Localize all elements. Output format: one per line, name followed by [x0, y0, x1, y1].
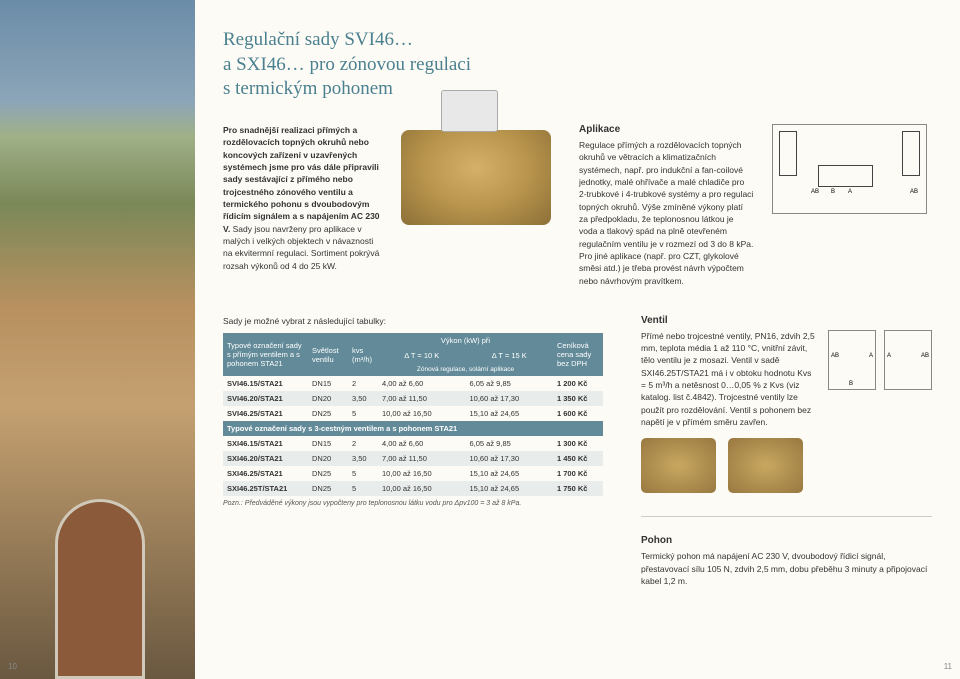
th-price: Ceníková cena sady bez DPH — [553, 333, 603, 376]
intro-p1a: Pro snadnější realizaci přímých a rozděl… — [223, 125, 380, 234]
table-row: SVI46.20/STA21DN203,507,00 až 11,5010,60… — [223, 391, 603, 406]
th-dt10: Δ T = 10 K — [378, 348, 466, 363]
pohon-head: Pohon — [641, 535, 932, 546]
title-line2: a SXI46… pro zónovou regulaci — [223, 54, 471, 75]
intro-p1b: Sady jsou navrženy pro aplikace v malých… — [223, 224, 379, 271]
table-row: SXI46.25/STA21DN25510,00 až 16,5015,10 a… — [223, 466, 603, 481]
th-kvs: kvs (m³/h) — [348, 333, 378, 376]
d2-a2: A — [887, 353, 891, 359]
page-number-right: 11 — [944, 662, 952, 671]
upper-row: Pro snadnější realizaci přímých a rozděl… — [223, 124, 932, 287]
table-intro: Sady je možné vybrat z následující tabul… — [223, 315, 603, 327]
th-dn: Světlost ventilu — [308, 333, 348, 376]
divider — [641, 516, 932, 517]
hvac-schematic: AB B A AB — [772, 124, 927, 214]
th-power: Výkon (kW) při — [378, 333, 553, 348]
right-col: Ventil Přímé nebo trojcestné ventily, PN… — [621, 315, 932, 587]
pohon-text: Termický pohon má napájení AC 230 V, dvo… — [641, 550, 932, 587]
d2-b: B — [849, 381, 853, 387]
intro-text: Pro snadnější realizaci přímých a rozděl… — [223, 124, 383, 272]
th-dt15: Δ T = 15 K — [466, 348, 554, 363]
table-row: SVI46.15/STA21DN1524,00 až 6,606,05 až 9… — [223, 376, 603, 391]
apps-text: Regulace přímých a rozdělovacích topných… — [579, 139, 754, 287]
intro-col: Pro snadnější realizaci přímých a rozděl… — [223, 124, 383, 287]
valve-image-col — [401, 124, 561, 287]
lower-row: Sady je možné vybrat z následující tabul… — [223, 315, 932, 587]
title-line3: s termickým pohonem — [223, 78, 393, 99]
table-footnote: Pozn.: Předváděné výkony jsou vypočteny … — [223, 500, 603, 507]
d2-a: A — [869, 353, 873, 359]
d2-ab2: AB — [921, 353, 929, 359]
th-zonenote: Zónová regulace, solární aplikace — [378, 363, 553, 376]
diag-lab-ab: AB — [811, 189, 819, 195]
diag-lab-a: A — [848, 189, 852, 195]
valve-diagram-1: AB A B — [828, 330, 876, 390]
table-body: SVI46.15/STA21DN1524,00 až 6,606,05 až 9… — [223, 376, 603, 496]
page-title: Regulační sady SVI46… a SXI46… pro zónov… — [223, 28, 932, 102]
valve-photo-row — [641, 438, 932, 498]
page-number-left: 10 — [8, 662, 17, 671]
small-valve-photo-1 — [641, 438, 716, 493]
table-block: Sady je možné vybrat z následující tabul… — [223, 315, 603, 587]
diag-lab-b: B — [831, 189, 835, 195]
valve-photo — [401, 130, 551, 225]
ventil-text: Přímé nebo trojcestné ventily, PN16, zdv… — [641, 330, 818, 429]
product-table: Typové označení sady s přímým ventilem a… — [223, 333, 603, 496]
table-row: SXI46.25T/STA21DN25510,00 až 16,5015,10 … — [223, 481, 603, 496]
ventil-head: Ventil — [641, 315, 932, 326]
schematic-col: AB B A AB — [772, 124, 932, 287]
small-valve-photo-2 — [728, 438, 803, 493]
table-row: SXI46.20/STA21DN203,507,00 až 11,5010,60… — [223, 451, 603, 466]
th-designation: Typové označení sady s přímým ventilem a… — [223, 333, 308, 376]
apps-head: Aplikace — [579, 124, 754, 135]
door-shape — [55, 499, 145, 679]
diag-lab-ab2: AB — [910, 189, 918, 195]
d2-ab: AB — [831, 353, 839, 359]
photo-background — [0, 0, 195, 679]
table-section-row: Typové označení sady s 3-cestným ventile… — [223, 421, 603, 436]
table-row: SXI46.15/STA21DN1524,00 až 6,606,05 až 9… — [223, 436, 603, 451]
table-row: SVI46.25/STA21DN25510,00 až 16,5015,10 a… — [223, 406, 603, 421]
title-line1: Regulační sady SVI46… — [223, 29, 413, 50]
valve-diagram-2: A AB — [884, 330, 932, 390]
apps-col: Aplikace Regulace přímých a rozdělovacíc… — [579, 124, 754, 287]
valve-diagrams: AB A B A AB — [828, 330, 932, 429]
page-content: Regulační sady SVI46… a SXI46… pro zónov… — [195, 0, 960, 679]
